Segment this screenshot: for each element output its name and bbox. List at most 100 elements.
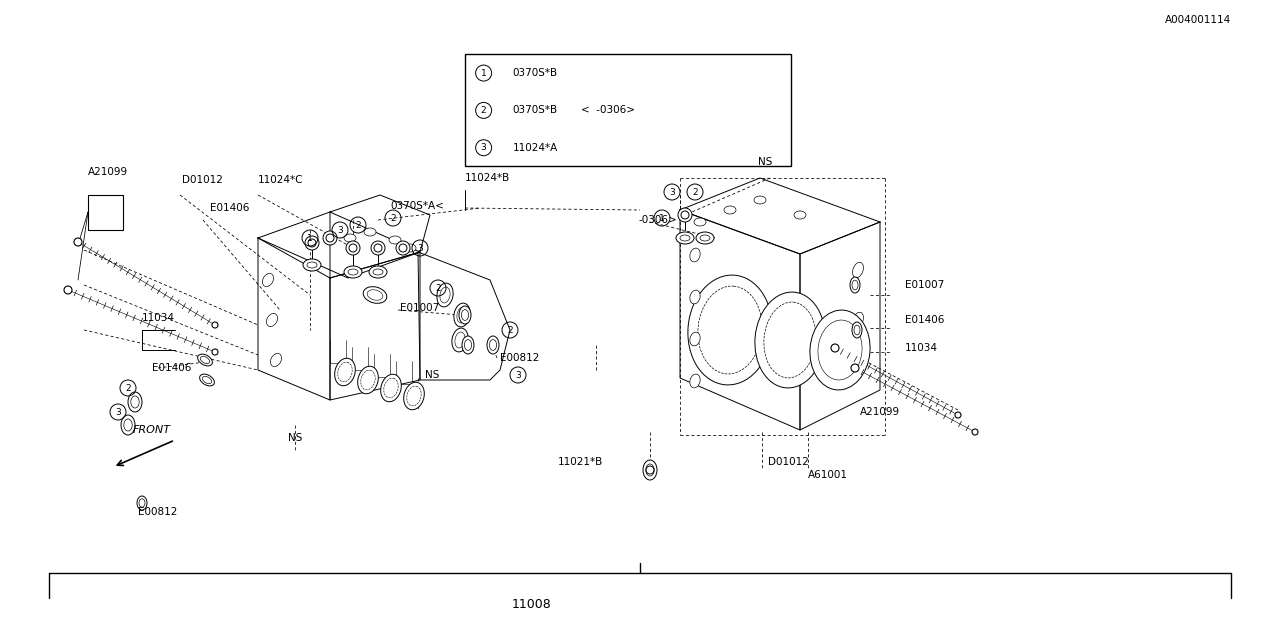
Circle shape — [212, 322, 218, 328]
Circle shape — [64, 286, 72, 294]
Text: 0370S*A<: 0370S*A< — [390, 201, 444, 211]
Ellipse shape — [128, 392, 142, 412]
Text: 2: 2 — [355, 221, 361, 230]
Text: 1: 1 — [307, 234, 312, 243]
Text: E01406: E01406 — [152, 363, 192, 373]
Text: A004001114: A004001114 — [1165, 15, 1231, 26]
Text: 2: 2 — [507, 326, 513, 335]
Circle shape — [972, 429, 978, 435]
Text: 0370S*B: 0370S*B — [513, 68, 558, 78]
Text: 2: 2 — [125, 383, 131, 392]
Text: <  -0306>: < -0306> — [581, 106, 635, 115]
Text: A21099: A21099 — [88, 167, 128, 177]
Text: NS: NS — [758, 157, 772, 167]
Ellipse shape — [852, 322, 861, 338]
Circle shape — [349, 244, 357, 252]
Text: 11021*B: 11021*B — [558, 457, 603, 467]
Polygon shape — [259, 238, 330, 400]
Text: E01406: E01406 — [905, 315, 945, 325]
Ellipse shape — [303, 259, 321, 271]
Bar — [465, 54, 791, 166]
Text: D01012: D01012 — [768, 457, 809, 467]
Circle shape — [346, 241, 360, 255]
Ellipse shape — [122, 415, 134, 435]
Circle shape — [678, 208, 692, 222]
Ellipse shape — [369, 266, 387, 278]
Ellipse shape — [270, 353, 282, 367]
Circle shape — [371, 241, 385, 255]
Text: A61001: A61001 — [808, 470, 849, 480]
Ellipse shape — [486, 336, 499, 354]
Ellipse shape — [690, 332, 700, 346]
Text: 3: 3 — [337, 225, 343, 234]
Ellipse shape — [694, 218, 707, 226]
Ellipse shape — [197, 354, 212, 366]
Ellipse shape — [452, 328, 468, 352]
Ellipse shape — [357, 366, 379, 394]
Ellipse shape — [687, 275, 772, 385]
Polygon shape — [680, 210, 800, 430]
Text: 1: 1 — [659, 214, 664, 223]
Ellipse shape — [389, 236, 401, 244]
Text: NS: NS — [288, 433, 302, 443]
Text: 0370S*B: 0370S*B — [513, 106, 558, 115]
Circle shape — [396, 241, 410, 255]
Circle shape — [955, 412, 961, 418]
Text: E01406: E01406 — [210, 203, 250, 213]
Text: 11024*B: 11024*B — [465, 173, 511, 183]
Text: 3: 3 — [481, 143, 486, 152]
Ellipse shape — [266, 314, 278, 326]
Ellipse shape — [454, 303, 470, 327]
Circle shape — [305, 236, 319, 250]
Polygon shape — [330, 195, 430, 278]
Text: E00812: E00812 — [500, 353, 539, 363]
Ellipse shape — [137, 496, 147, 510]
Ellipse shape — [436, 283, 453, 307]
Text: 2: 2 — [390, 214, 396, 223]
Polygon shape — [330, 252, 420, 400]
Text: D01012: D01012 — [182, 175, 223, 185]
Text: FRONT: FRONT — [133, 425, 172, 435]
Ellipse shape — [754, 196, 765, 204]
Ellipse shape — [690, 248, 700, 262]
Ellipse shape — [755, 292, 826, 388]
Ellipse shape — [794, 211, 806, 219]
Ellipse shape — [852, 362, 864, 378]
Ellipse shape — [364, 228, 376, 236]
Ellipse shape — [724, 206, 736, 214]
Text: 11034: 11034 — [142, 313, 175, 323]
Ellipse shape — [690, 290, 700, 304]
Ellipse shape — [696, 232, 714, 244]
Text: 3: 3 — [115, 408, 120, 417]
Polygon shape — [419, 252, 509, 380]
Text: 2: 2 — [481, 106, 486, 115]
Circle shape — [308, 239, 316, 247]
Bar — [88, 195, 123, 230]
Text: 3: 3 — [417, 243, 422, 253]
Text: 2: 2 — [692, 188, 698, 196]
Circle shape — [831, 344, 838, 352]
Ellipse shape — [262, 273, 274, 287]
Ellipse shape — [380, 374, 402, 402]
Ellipse shape — [810, 310, 870, 390]
Ellipse shape — [462, 336, 474, 354]
Text: 3: 3 — [669, 188, 675, 196]
Circle shape — [851, 364, 859, 372]
Circle shape — [212, 349, 218, 355]
Text: 1: 1 — [481, 68, 486, 77]
Polygon shape — [259, 212, 420, 278]
Ellipse shape — [334, 358, 356, 386]
Text: 3: 3 — [515, 371, 521, 380]
Ellipse shape — [460, 306, 471, 324]
Ellipse shape — [200, 374, 214, 386]
Text: E00812: E00812 — [138, 507, 178, 517]
Ellipse shape — [403, 382, 424, 410]
Ellipse shape — [344, 234, 356, 242]
Ellipse shape — [850, 277, 860, 293]
Text: E01007: E01007 — [905, 280, 945, 290]
Ellipse shape — [690, 374, 700, 388]
Ellipse shape — [676, 232, 694, 244]
Ellipse shape — [404, 244, 416, 252]
Text: 11008: 11008 — [511, 598, 552, 611]
Circle shape — [374, 244, 381, 252]
